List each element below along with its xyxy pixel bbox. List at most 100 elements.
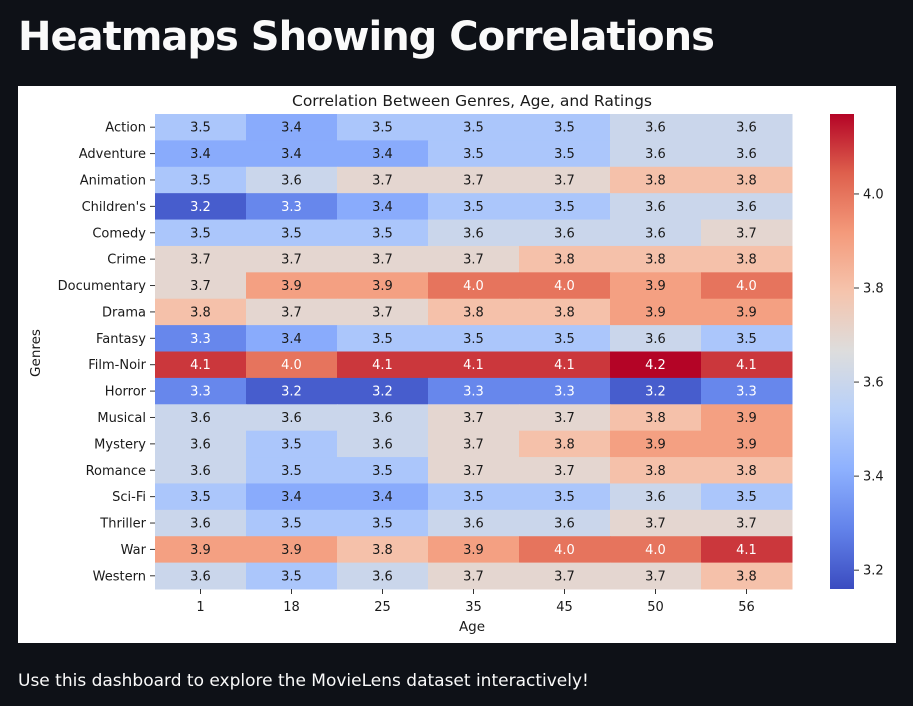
heatmap-cell xyxy=(519,377,611,405)
cell-value-label: 3.4 xyxy=(281,147,302,162)
cell-value-label: 3.7 xyxy=(281,305,302,320)
cell-value-label: 3.8 xyxy=(736,464,757,479)
heatmap-cell xyxy=(337,298,429,326)
cell-value-label: 3.5 xyxy=(281,464,302,479)
cell-value-label: 3.6 xyxy=(372,411,393,426)
cell-value-label: 3.7 xyxy=(190,279,211,294)
y-tick-label: Horror xyxy=(105,385,147,400)
heatmap-cell-labels: 3.5 3.4 3.5 3.5 3.5 3.6 3.6 3.4 3.4 3.4 3.5 3.5 3.6 3… xyxy=(190,121,757,585)
y-axis-label: Genres xyxy=(28,329,44,377)
cell-value-label: 3.5 xyxy=(190,226,211,241)
heatmap-cell xyxy=(155,536,247,564)
y-tick-label: War xyxy=(121,543,147,558)
cell-value-label: 3.9 xyxy=(736,411,757,426)
heatmap-cell xyxy=(337,430,429,458)
x-axis-label: Age xyxy=(459,619,485,635)
cell-value-label: 3.5 xyxy=(463,147,484,162)
cell-value-label: 3.6 xyxy=(645,226,666,241)
x-tick-label: 18 xyxy=(283,600,300,615)
heatmap-cell xyxy=(428,219,520,247)
heatmap-cell xyxy=(155,114,247,141)
cell-value-label: 3.8 xyxy=(736,569,757,584)
heatmap-cell xyxy=(428,193,520,221)
y-tick-label: Action xyxy=(105,121,146,136)
cell-value-label: 4.1 xyxy=(736,358,757,373)
heatmap-cell xyxy=(610,404,702,432)
cell-value-label: 4.1 xyxy=(554,358,575,373)
heatmap-cell xyxy=(155,509,247,537)
cell-value-label: 3.5 xyxy=(372,517,393,532)
cell-value-label: 3.6 xyxy=(190,437,211,452)
cell-value-label: 3.9 xyxy=(736,437,757,452)
heatmap-cell xyxy=(519,140,611,168)
y-tick-label: Western xyxy=(93,569,146,584)
heatmap-cell xyxy=(701,457,793,484)
cell-value-label: 3.5 xyxy=(190,490,211,505)
cell-value-label: 3.6 xyxy=(463,517,484,532)
heatmap-cell xyxy=(519,404,611,432)
x-tick-label: 35 xyxy=(465,600,482,615)
cell-value-label: 4.0 xyxy=(463,279,484,294)
x-tick-label: 50 xyxy=(647,600,664,615)
x-tick-label: 25 xyxy=(374,600,391,615)
heatmap-cell xyxy=(610,562,702,590)
x-tick-label: 1 xyxy=(196,600,204,615)
cell-value-label: 3.5 xyxy=(372,464,393,479)
cell-value-label: 4.1 xyxy=(736,543,757,558)
heatmap-cell xyxy=(428,483,520,511)
heatmap-cell xyxy=(428,351,520,379)
y-tick-label: Thriller xyxy=(99,517,146,532)
cell-value-label: 4.0 xyxy=(554,543,575,558)
cell-value-label: 3.3 xyxy=(463,385,484,400)
cell-value-label: 3.8 xyxy=(463,305,484,320)
cell-value-label: 3.6 xyxy=(281,411,302,426)
heatmap-cell xyxy=(519,457,611,484)
cell-value-label: 3.6 xyxy=(372,569,393,584)
cell-value-label: 3.3 xyxy=(281,200,302,215)
cell-value-label: 3.6 xyxy=(190,464,211,479)
heatmap-cell xyxy=(519,298,611,326)
cell-value-label: 3.7 xyxy=(463,173,484,188)
cell-value-label: 3.6 xyxy=(645,332,666,347)
heatmap-cell xyxy=(246,272,338,300)
y-tick-label: Romance xyxy=(86,464,146,479)
heatmap-cell xyxy=(337,483,429,511)
cell-value-label: 3.7 xyxy=(372,253,393,268)
cell-value-label: 3.9 xyxy=(281,279,302,294)
cell-value-label: 3.9 xyxy=(645,437,666,452)
heatmap-cell xyxy=(610,114,702,141)
cell-value-label: 3.7 xyxy=(281,253,302,268)
heatmap-cell xyxy=(610,325,702,352)
heatmap-cell xyxy=(610,351,702,379)
heatmap-cell xyxy=(428,377,520,405)
cell-value-label: 3.6 xyxy=(372,437,393,452)
heatmap-cell xyxy=(428,562,520,590)
cell-value-label: 3.7 xyxy=(372,173,393,188)
cell-value-label: 3.8 xyxy=(645,411,666,426)
cell-value-label: 4.0 xyxy=(645,543,666,558)
x-tick-label: 56 xyxy=(738,600,755,615)
heatmap-cell xyxy=(246,298,338,326)
cell-value-label: 3.4 xyxy=(372,490,393,505)
heatmap-cell xyxy=(246,536,338,564)
cell-value-label: 3.8 xyxy=(645,253,666,268)
heatmap-cell xyxy=(428,430,520,458)
heatmap-cell xyxy=(337,457,429,484)
heatmap-cell xyxy=(701,114,793,141)
heatmap-cell xyxy=(701,140,793,168)
cell-value-label: 3.3 xyxy=(736,385,757,400)
heatmap-cell xyxy=(519,245,611,273)
cell-value-label: 3.8 xyxy=(372,543,393,558)
cell-value-label: 3.5 xyxy=(372,121,393,136)
heatmap-cell xyxy=(337,193,429,221)
footer-text: Use this dashboard to explore the MovieL… xyxy=(18,671,589,691)
page-heading: Heatmaps Showing Correlations xyxy=(18,14,715,60)
cell-value-label: 3.7 xyxy=(645,569,666,584)
cell-value-label: 3.4 xyxy=(190,147,211,162)
heatmap-cell xyxy=(155,193,247,221)
heatmap-cell xyxy=(337,536,429,564)
cell-value-label: 3.7 xyxy=(190,253,211,268)
y-tick-label: Fantasy xyxy=(96,332,146,347)
cell-value-label: 3.6 xyxy=(554,226,575,241)
heatmap-cell xyxy=(337,562,429,590)
